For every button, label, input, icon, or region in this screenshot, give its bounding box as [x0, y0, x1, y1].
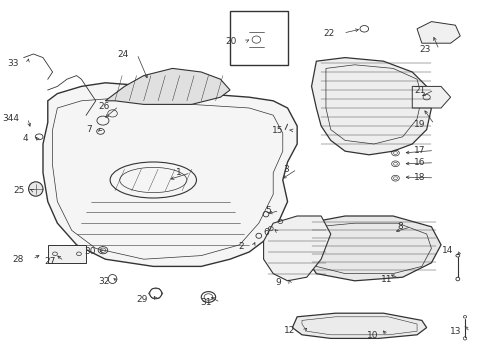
Polygon shape [302, 216, 440, 281]
Text: 19: 19 [413, 120, 425, 129]
Text: 26: 26 [99, 102, 110, 111]
Text: 10: 10 [366, 331, 378, 340]
Text: 9: 9 [275, 278, 281, 287]
Text: 17: 17 [413, 146, 425, 155]
Text: 8: 8 [396, 222, 402, 231]
Text: 344: 344 [2, 114, 19, 122]
Text: 18: 18 [413, 174, 425, 183]
Polygon shape [411, 86, 450, 108]
Text: 7: 7 [86, 125, 92, 134]
Text: 33: 33 [7, 59, 19, 68]
Bar [229, 11, 287, 65]
Text: 23: 23 [418, 45, 429, 54]
Polygon shape [263, 216, 330, 281]
Text: 13: 13 [449, 328, 461, 336]
Text: 5: 5 [264, 206, 270, 215]
Text: 2: 2 [238, 242, 244, 251]
Text: 20: 20 [225, 37, 237, 46]
Text: 12: 12 [284, 326, 295, 335]
Polygon shape [292, 313, 426, 338]
Text: 6: 6 [263, 228, 269, 237]
Text: 31: 31 [200, 298, 211, 307]
Text: 4: 4 [23, 134, 28, 143]
Text: 21: 21 [413, 86, 425, 95]
Text: 3: 3 [282, 165, 288, 174]
Text: 32: 32 [98, 277, 109, 286]
Text: 1: 1 [176, 168, 182, 177]
Text: 30: 30 [84, 248, 96, 256]
Text: 29: 29 [136, 295, 147, 304]
Polygon shape [43, 83, 297, 266]
Text: 15: 15 [272, 126, 283, 135]
Text: 27: 27 [44, 256, 55, 266]
Text: 11: 11 [380, 275, 391, 284]
Text: 14: 14 [441, 246, 452, 255]
Text: 28: 28 [12, 255, 24, 264]
Polygon shape [48, 245, 86, 263]
Text: 22: 22 [323, 29, 334, 38]
Text: 16: 16 [413, 158, 425, 167]
Polygon shape [416, 22, 459, 43]
Polygon shape [311, 58, 430, 155]
Polygon shape [105, 68, 229, 104]
Text: 25: 25 [13, 186, 25, 195]
Ellipse shape [28, 182, 43, 196]
Text: 24: 24 [117, 50, 128, 59]
